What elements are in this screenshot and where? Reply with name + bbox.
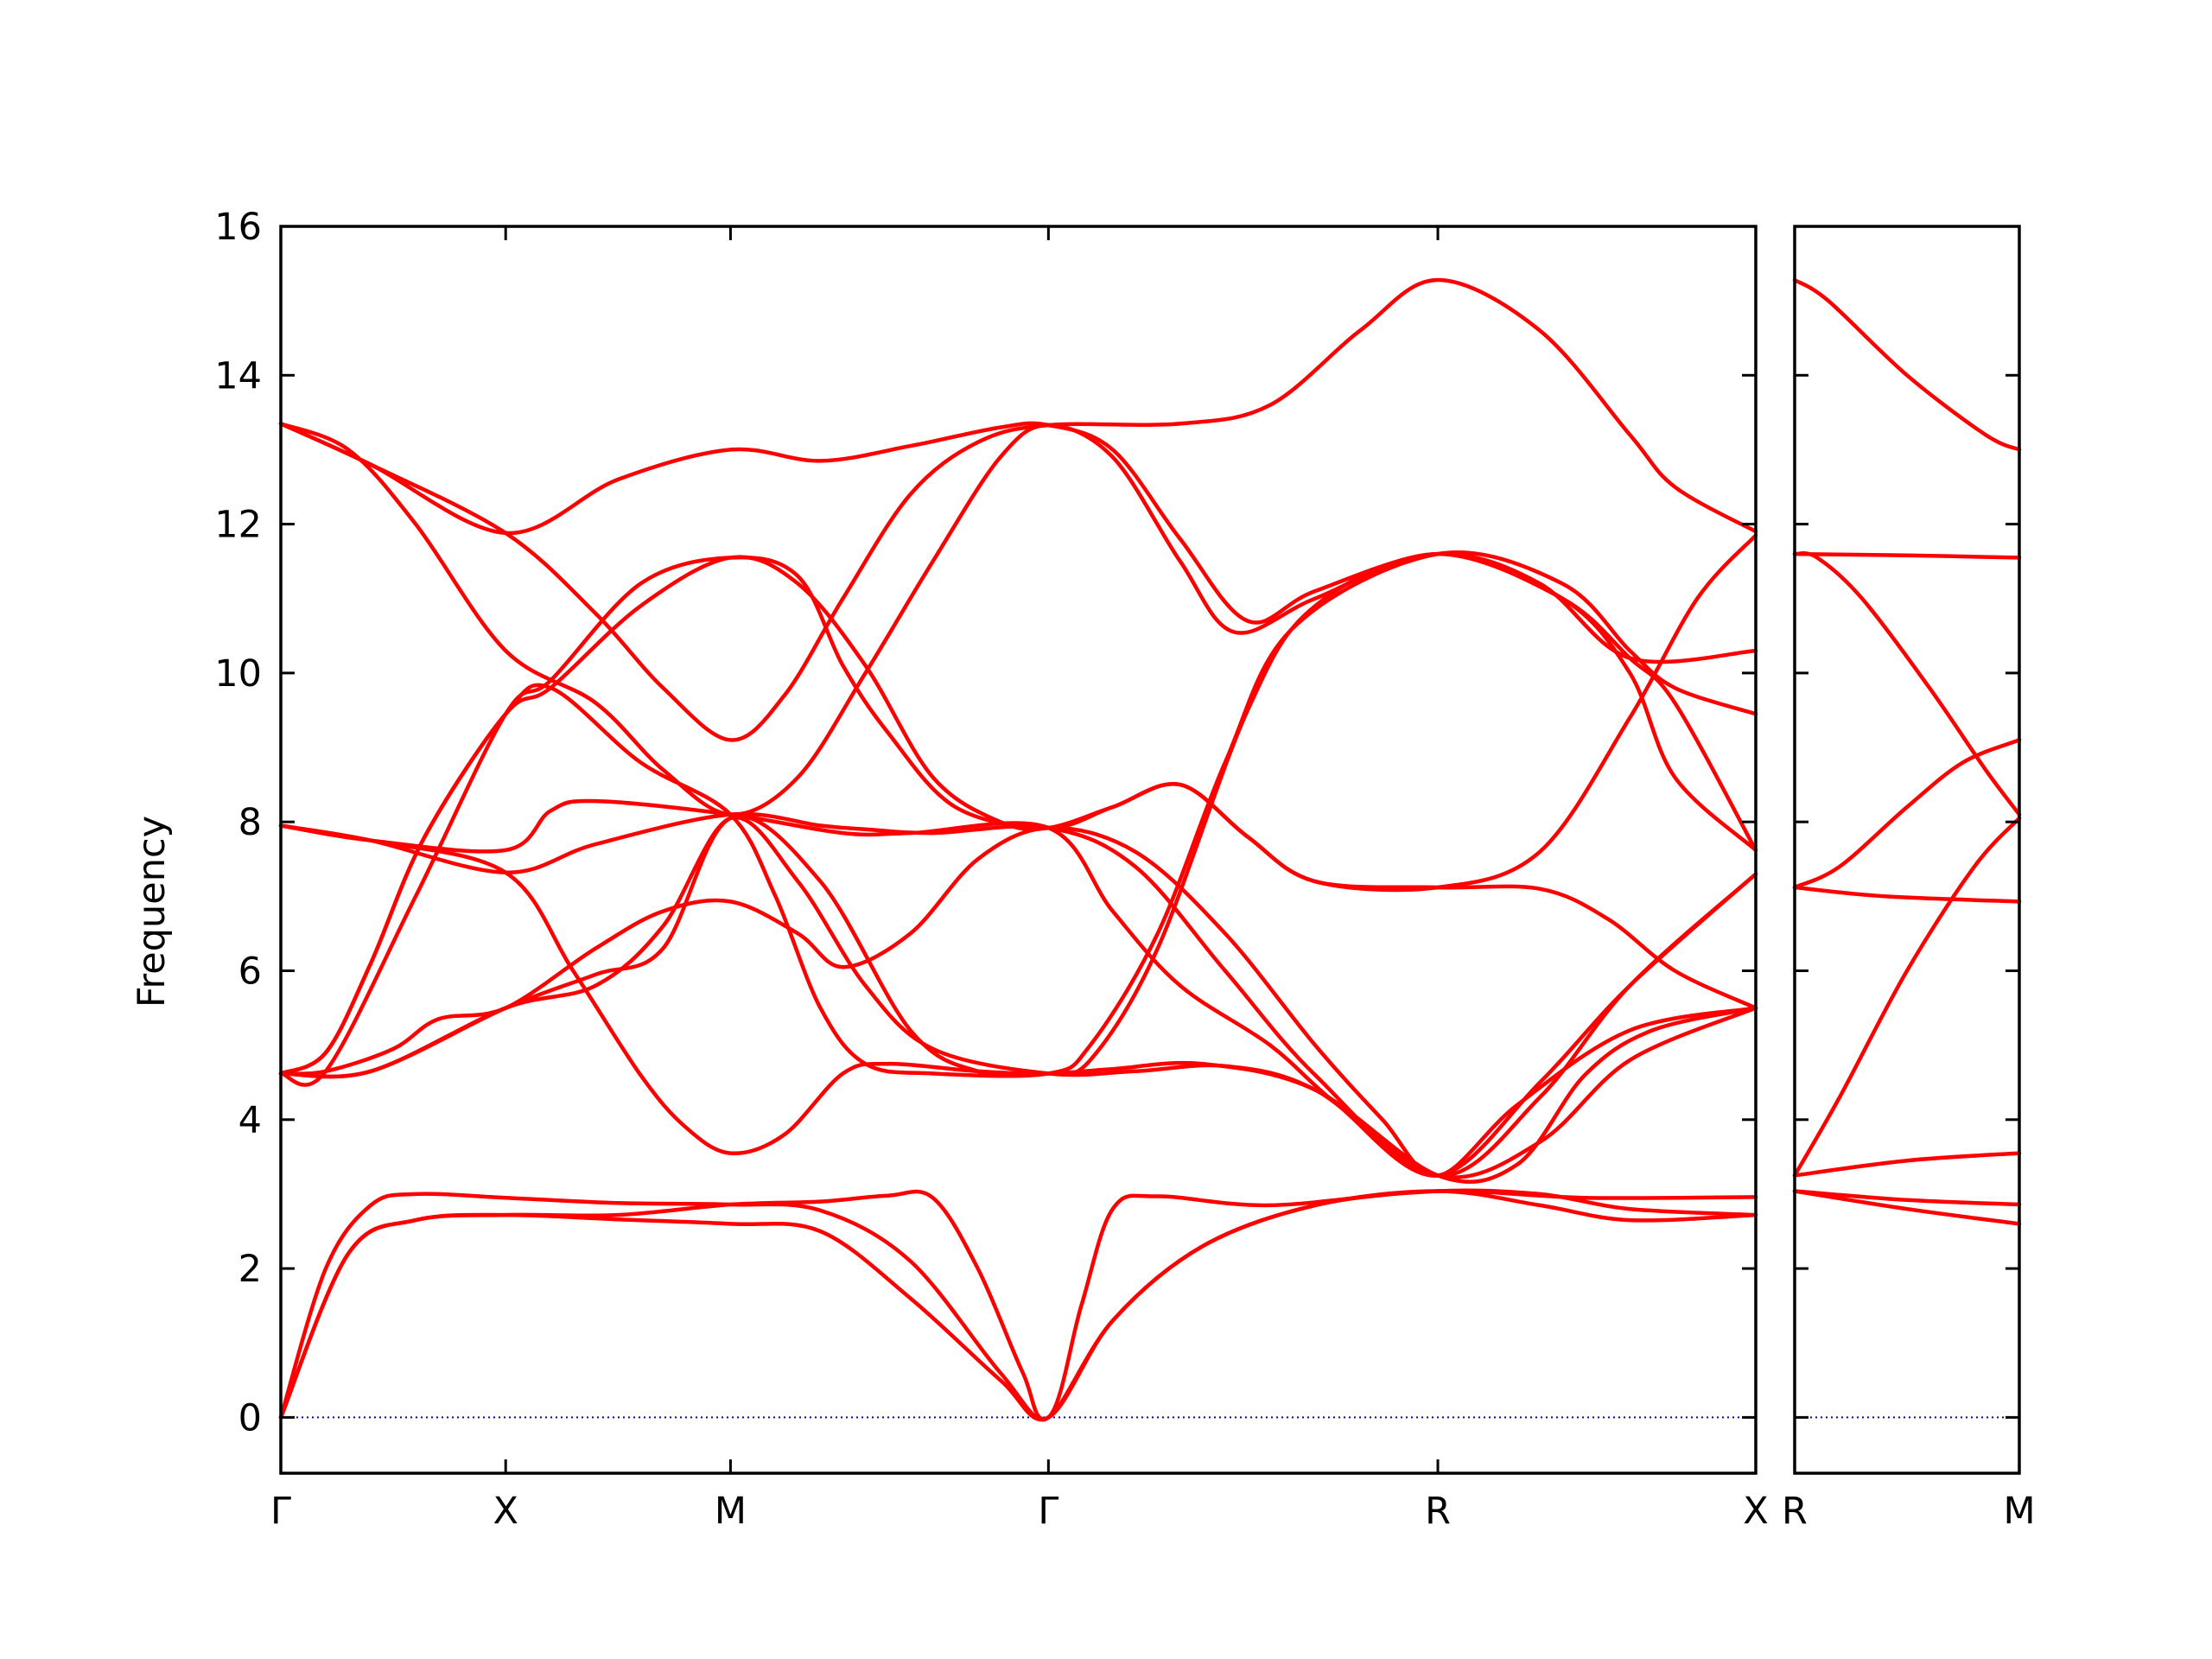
plot-frame-1 [279,225,1758,1475]
y-tick-label: 2 [238,1248,262,1291]
x-tick-label: R [1425,1490,1451,1533]
band-curve-1-8 [278,422,1758,853]
y-tick-label: 12 [214,504,262,547]
band-curve-2-2 [1792,551,2022,560]
band-curve-1-11 [278,815,1758,1179]
y-tick-label: 4 [238,1099,262,1142]
y-tick-label: 14 [214,354,262,397]
band-curve-2-7 [1792,1151,2022,1178]
axis-ticks [279,225,2021,1473]
plot-frame-2 [1793,225,2021,1475]
x-tick-label: R [1782,1490,1808,1533]
band-curve-1-3 [278,1188,1758,1421]
band-curve-1-15 [278,533,1758,1087]
x-tick-label: Γ [270,1490,291,1533]
band-curve-2-4 [1792,738,2022,890]
x-tick-label: M [2003,1490,2035,1533]
band-curve-1-1 [278,1189,1758,1421]
band-curve-2-8 [1792,1189,2022,1207]
y-tick-label: 0 [238,1396,262,1440]
y-tick-label: 8 [238,801,262,844]
band-curve-1-12 [278,550,1758,1078]
band-curve-1-10 [278,421,1758,664]
y-tick-label: 10 [214,652,262,696]
y-tick-label: 16 [214,206,262,249]
band-curve-1-9 [278,277,1758,742]
band-curve-2-1 [1792,277,2022,452]
y-axis-title: Frequency [130,816,174,1007]
band-curve-2-3 [1792,551,2022,817]
band-curve-1-2 [278,1189,1758,1422]
band-curve-2-5 [1792,885,2022,904]
band-curve-2-6 [1792,816,2022,1178]
x-tick-label: M [715,1490,747,1533]
band-curves [278,277,2022,1422]
band-curve-2-9 [1792,1189,2022,1226]
band-curve-1-14 [278,823,1758,1185]
x-tick-label: Γ [1038,1490,1058,1533]
x-tick-label: X [493,1490,518,1533]
band-curve-1-4 [278,825,1758,1178]
band-curve-1-13 [278,551,1758,1079]
band-curve-1-6 [278,798,1758,1178]
plot-frames [279,225,2021,1475]
y-tick-label: 6 [238,950,262,993]
x-tick-label: X [1743,1490,1768,1533]
band-curve-1-5 [278,555,1758,1076]
